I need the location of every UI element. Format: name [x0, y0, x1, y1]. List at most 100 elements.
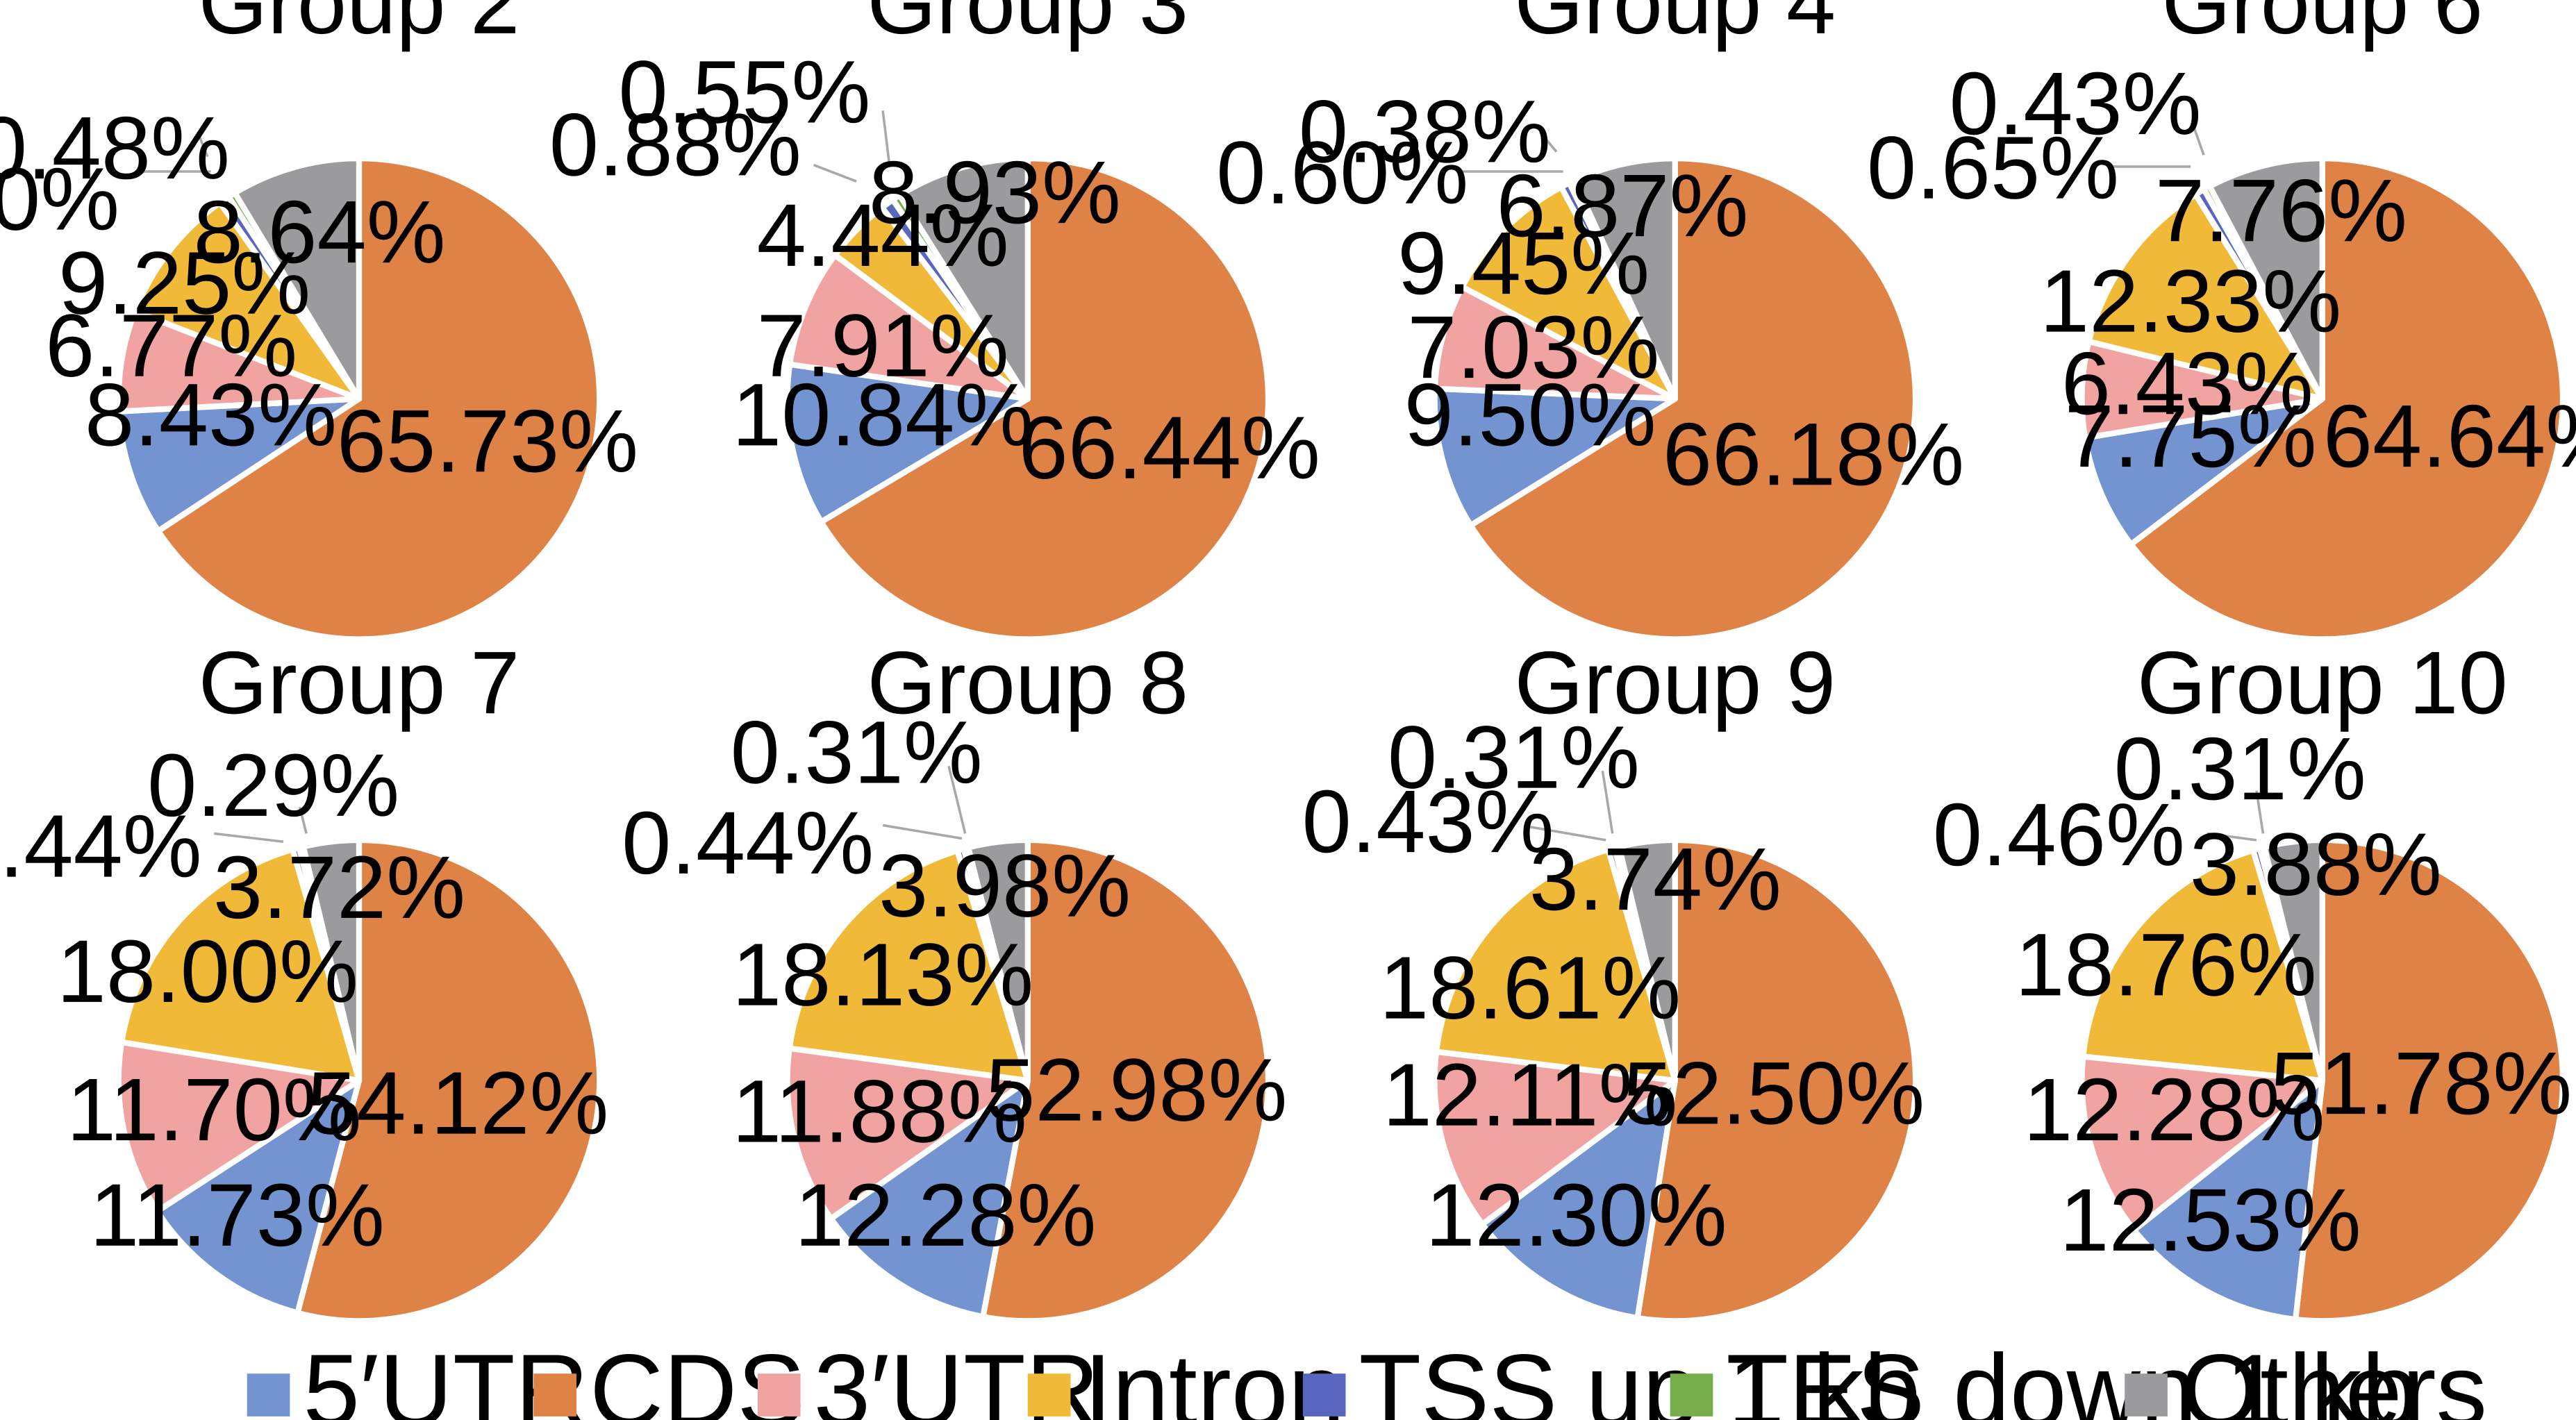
legend-swatch — [1027, 1373, 1071, 1417]
data-label-5utr: 12.28% — [795, 1166, 1096, 1265]
data-label-cds: 51.78% — [2270, 1034, 2572, 1133]
slice-5utr — [154, 1077, 363, 1316]
data-label-3utr: 7.91% — [757, 296, 1009, 396]
slice-intron — [786, 847, 1031, 1084]
data-label-tss-up-1kb: 0.65% — [1867, 119, 2119, 218]
chart-title: Group 6 — [2161, 0, 2483, 53]
slice-cds — [818, 155, 1272, 642]
leader-line-tes-down-1kb — [2255, 790, 2265, 834]
pie-group-3: Group 4 9.50% 66.18%7.03%9.45%0.60%0.38%6.… — [1216, 0, 1964, 642]
legend-label: TES down 1 kb — [1726, 1334, 2418, 1420]
data-label-tes-down-1kb: 0.38% — [1299, 82, 1551, 181]
slice-5utr — [828, 1077, 1031, 1320]
slice-cds — [2293, 837, 2566, 1324]
data-label-tss-up-1kb: 0.60% — [1216, 124, 1468, 223]
data-label-tes-down-1kb: 0.31% — [731, 703, 983, 802]
pie-group-8: Group 10 12.53% 51.78%12.28% 18.76% 0.46%0.3… — [1933, 633, 2572, 1324]
leader-line-tes-down-1kb — [947, 765, 967, 834]
data-label-tes-down-1kb: 0.43% — [1950, 54, 2202, 153]
leader-line-tss-up-1kb — [2207, 832, 2257, 842]
slice-5utr — [1431, 385, 1678, 528]
data-label-others: 8.64% — [194, 183, 446, 282]
data-label-tss-up-1kb: 0.46% — [1933, 785, 2185, 885]
data-label-intron: 18.00% — [57, 922, 358, 1021]
chart-title: Group 4 — [1514, 0, 1836, 53]
chart-title: Group 3 — [867, 0, 1188, 53]
pie-group-4: Group 6 7.75%64.64%6.43%12.33% 0.65%0.43%7… — [1867, 0, 2576, 642]
slice-others — [2207, 155, 2325, 402]
slice-cds — [155, 155, 603, 642]
slice-others — [965, 837, 1031, 1084]
slice-intron — [1433, 846, 1678, 1084]
legend-swatch — [2125, 1373, 2168, 1417]
data-label-5utr: 8.43% — [85, 365, 337, 465]
data-label-intron: 18.13% — [732, 926, 1033, 1025]
data-label-5utr: 12.53% — [2059, 1171, 2361, 1270]
legend-label: Others — [2181, 1334, 2487, 1420]
pie-group-6: Group 8 12.28% 52.98%11.88% 18.13% 0.44%0.31… — [622, 633, 1287, 1324]
slice-5utr — [116, 396, 363, 534]
slice-others — [1571, 155, 1678, 402]
pie-group-7: Group 9 12.30% 52.50%12.11%18.61% 0.43%0.31… — [1302, 633, 1925, 1324]
leader-line-tss-up-1kb — [813, 163, 857, 183]
slice-others — [2261, 837, 2325, 1084]
leader-line-tes-down-1kb — [2193, 126, 2205, 156]
legend-label: TSS up 1 kb — [1358, 1334, 1920, 1420]
leader-line-tes-down-1kb — [298, 806, 308, 834]
legend-swatch — [247, 1373, 290, 1417]
data-label-3utr: 6.43% — [2061, 334, 2313, 433]
data-label-tes-down-1kb: 0.31% — [2114, 719, 2366, 819]
data-label-3utr: 12.28% — [2023, 1060, 2325, 1160]
legend-item-tss-up-1kb: TSS up 1 kb — [1302, 1334, 1921, 1420]
data-label-cds: 52.50% — [1623, 1044, 1925, 1143]
data-label-tss-up-1kb: 0.88% — [549, 95, 801, 194]
data-label-others: 3.74% — [1529, 830, 1781, 929]
data-label-others: 6.87% — [1496, 156, 1748, 256]
slice-3utr — [115, 1039, 363, 1214]
data-label-5utr: 11.73% — [90, 1166, 385, 1265]
pie-group-2: Group 3 10.84%66.44%7.91% 4.44%0.88%0.55%8… — [549, 0, 1320, 642]
data-label-others: 3.88% — [2190, 815, 2442, 914]
slice-cds — [2128, 155, 2566, 642]
slice-intron — [132, 199, 363, 402]
data-label-cds: 66.44% — [1019, 399, 1320, 498]
data-label-others: 3.72% — [213, 838, 465, 937]
slice-cds — [980, 837, 1272, 1324]
slice-cds — [1634, 837, 1919, 1324]
data-label-5utr: 9.50% — [1404, 365, 1656, 465]
slice-5utr — [784, 361, 1031, 525]
data-label-intron: 4.44% — [757, 186, 1009, 285]
data-label-5utr: 12.30% — [1425, 1166, 1727, 1265]
slice-3utr — [786, 252, 1031, 402]
data-label-5utr: 10.84% — [732, 365, 1033, 465]
slice-others — [231, 155, 363, 402]
data-label-3utr: 11.70% — [67, 1060, 362, 1160]
legend-label: Intron — [1083, 1334, 1345, 1420]
slice-cds — [1468, 155, 1919, 642]
slice-cds — [294, 837, 603, 1324]
data-label-cds: 64.64% — [2323, 387, 2576, 486]
data-label-tss-up-1kb: 0.70% — [0, 150, 119, 249]
data-label-tss-up-1kb: 0.43% — [1302, 772, 1554, 871]
data-label-tes-down-1kb: 0.31% — [1388, 708, 1640, 808]
data-label-tes-down-1kb: 0.48% — [0, 99, 230, 198]
chart-title: Group 10 — [2137, 633, 2508, 733]
slice-others — [1616, 837, 1678, 1084]
slice-others — [300, 837, 363, 1084]
slice-intron — [2086, 191, 2325, 402]
data-label-cds: 66.18% — [1663, 405, 1964, 504]
slice-intron — [1459, 184, 1678, 402]
data-label-5utr: 7.75% — [2065, 387, 2317, 486]
slice-5utr — [2082, 396, 2325, 548]
data-label-intron: 12.33% — [2040, 252, 2341, 351]
legend-swatch — [1670, 1373, 1713, 1417]
slice-3utr — [1431, 284, 1678, 402]
data-label-intron: 9.25% — [58, 234, 310, 333]
leader-line-tss-up-1kb — [214, 832, 284, 843]
data-label-tes-down-1kb: 0.29% — [147, 736, 399, 835]
data-label-tss-up-1kb: 0.44% — [0, 797, 202, 896]
chart-title: Group 7 — [199, 633, 520, 733]
data-label-others: 7.76% — [2155, 161, 2407, 260]
